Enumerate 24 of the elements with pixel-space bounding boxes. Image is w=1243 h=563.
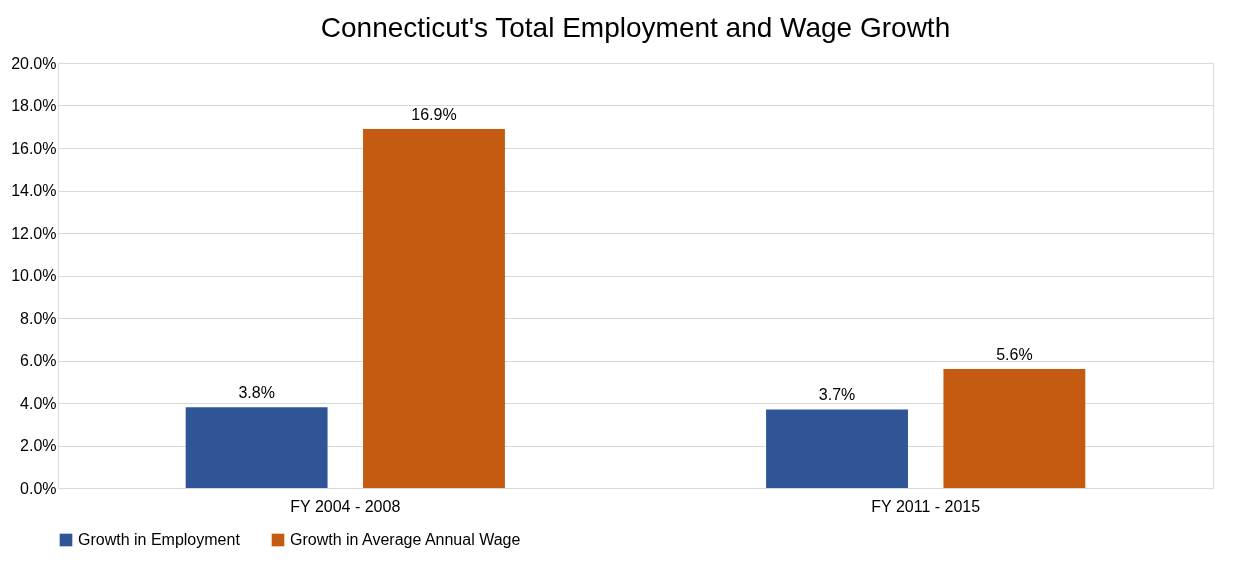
x-tick-label: FY 2004 - 2008 <box>290 497 401 515</box>
bar <box>766 409 908 488</box>
data-label: 3.7% <box>818 386 856 404</box>
y-tick-label: 0.0% <box>20 479 57 497</box>
bar <box>363 128 505 488</box>
data-label: 16.9% <box>411 105 457 123</box>
y-tick-label: 14.0% <box>11 182 57 199</box>
y-tick-label: 16.0% <box>11 139 57 157</box>
x-tick-label: FY 2011 - 2015 <box>871 497 981 515</box>
y-tick-label: 2.0% <box>20 437 57 454</box>
y-tick-label: 18.0% <box>11 97 57 114</box>
data-label: 5.6% <box>996 346 1033 363</box>
y-tick-label: 6.0% <box>20 352 57 369</box>
legend-label: Growth in Average Annual Wage <box>290 531 521 548</box>
y-tick-label: 4.0% <box>20 394 57 412</box>
y-tick-label: 8.0% <box>20 309 57 327</box>
bar <box>943 369 1086 488</box>
data-label: 3.8% <box>238 384 275 402</box>
chart-title: Connecticut's Total Employment and Wage Growth <box>320 12 951 43</box>
bar <box>185 407 328 488</box>
y-tick-label: 10.0% <box>11 267 57 284</box>
y-tick-label: 12.0% <box>11 224 57 242</box>
y-tick-label: 20.0% <box>11 54 57 72</box>
legend-label: Growth in Employment <box>78 531 241 548</box>
